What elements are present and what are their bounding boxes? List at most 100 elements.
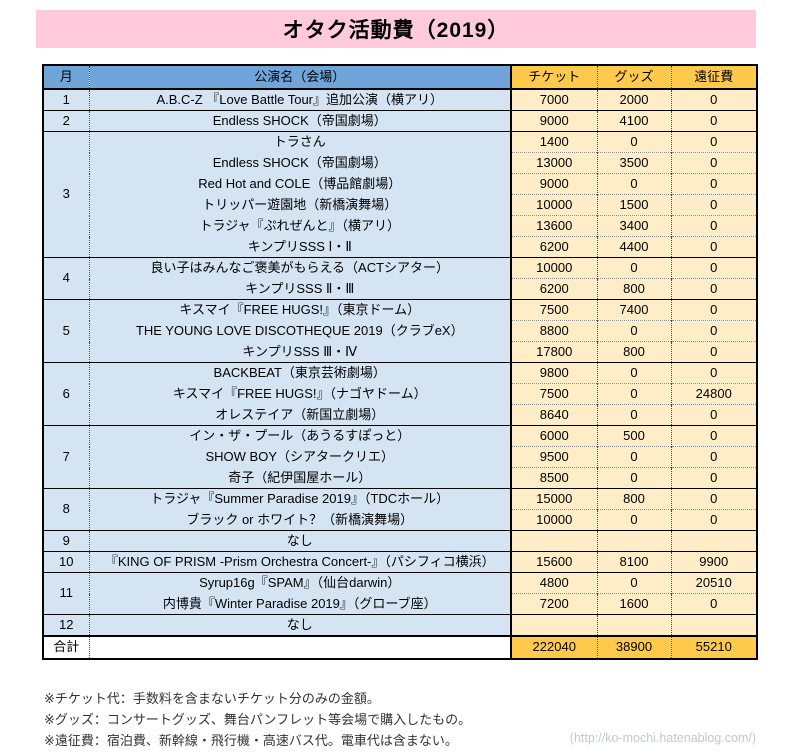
column-header-goods: グッズ [597,65,672,90]
event-name-cell: イン・ザ・プール（あうるすぽっと） [89,425,512,447]
ticket-cell: 9800 [511,362,598,384]
event-name-cell: なし [89,530,512,552]
ticket-cell: 15000 [511,488,598,510]
month-cell: 1 [43,88,90,111]
travel-cell: 0 [671,404,757,426]
page-title: オタク活動費（2019） [282,19,510,42]
travel-cell: 0 [671,278,757,300]
travel-cell: 0 [671,110,757,132]
otaku-expenses-table: 月 公演名（会場） チケット グッズ 遠征費 1 A.B.C-Z 『Love Ba… [42,64,758,660]
goods-cell: 0 [597,257,672,279]
table-row: 内博貴『Winter Paradise 2019』（グローブ座） 7200 1600… [43,593,757,615]
event-name-cell: Red Hot and COLE（博品館劇場） [89,173,512,195]
month-cell: 10 [43,551,90,573]
event-name-cell: トラジャ『Summer Paradise 2019』（TDCホール） [89,488,512,510]
travel-cell: 0 [671,215,757,237]
ticket-cell: 7000 [511,88,598,111]
event-name-cell: Endless SHOCK（帝国劇場） [89,110,512,132]
goods-cell: 0 [597,404,672,426]
travel-cell: 9900 [671,551,757,573]
ticket-cell: 9000 [511,110,598,132]
table-row: Endless SHOCK（帝国劇場） 13000 3500 0 [43,152,757,174]
table-row: Red Hot and COLE（博品館劇場） 9000 0 0 [43,173,757,195]
ticket-cell: 6200 [511,236,598,258]
month-cell: 5 [43,299,90,363]
ticket-cell: 1400 [511,131,598,153]
travel-cell: 0 [671,362,757,384]
goods-cell: 800 [597,278,672,300]
travel-cell: 0 [671,173,757,195]
table-row: 1 A.B.C-Z 『Love Battle Tour』追加公演（横アリ） 7000… [43,88,757,111]
header-row: 月 公演名（会場） チケット グッズ 遠征費 [43,65,757,90]
goods-cell: 4100 [597,110,672,132]
goods-cell: 0 [597,362,672,384]
goods-cell: 0 [597,320,672,342]
goods-cell: 0 [597,572,672,594]
event-name-cell: トリッパー遊園地（新橋演舞場） [89,194,512,216]
travel-cell: 0 [671,152,757,174]
month-cell: 8 [43,488,90,531]
table-row: 6 BACKBEAT（東京芸術劇場） 9800 0 0 [43,362,757,426]
event-name-cell: キンプリSSS Ⅰ・Ⅱ [89,236,512,258]
travel-cell: 0 [671,257,757,279]
goods-cell: 4400 [597,236,672,258]
travel-cell: 0 [671,299,757,321]
ticket-cell: 4800 [511,572,598,594]
goods-cell: 800 [597,341,672,363]
travel-cell: 20510 [671,572,757,594]
total-travel: 55210 [671,635,757,659]
goods-cell: 3500 [597,152,672,174]
goods-cell: 500 [597,425,672,447]
ticket-cell: 10000 [511,257,598,279]
total-ticket: 222040 [511,635,598,659]
table-row: SHOW BOY（シアタークリエ） 9500 0 0 [43,446,757,468]
travel-cell: 0 [671,131,757,153]
event-name-cell: 奇子（紀伊国屋ホール） [89,467,512,489]
event-name-cell: トラジャ『ぷれぜんと』（横アリ） [89,215,512,237]
total-goods: 38900 [597,635,672,659]
table-row: キンプリSSS Ⅲ・Ⅳ 17800 800 0 [43,341,757,363]
ticket-cell: 9500 [511,446,598,468]
goods-cell [597,614,672,636]
footnotes: ※チケット代：手数料を含まないチケット分のみの金額。 ※グッズ：コンサートグッズ… [44,688,471,751]
event-name-cell: キスマイ『FREE HUGS!』（東京ドーム） [89,299,512,321]
column-header-travel: 遠征費 [671,65,757,90]
ticket-cell: 17800 [511,341,598,363]
month-cell: 7 [43,425,90,489]
ticket-cell: 6000 [511,425,598,447]
column-header-ticket: チケット [511,65,598,90]
event-name-cell: オレステイア（新国立劇場） [89,404,512,426]
event-name-cell: なし [89,614,512,636]
ticket-cell [511,530,598,552]
column-header-month: 月 [43,65,90,90]
travel-cell: 0 [671,509,757,531]
event-name-cell: THE YOUNG LOVE DISCOTHEQUE 2019（クラブeX） [89,320,512,342]
ticket-cell: 8640 [511,404,598,426]
month-cell: 11 [43,572,90,615]
event-name-cell: キスマイ『FREE HUGS!』（ナゴヤドーム） [89,383,512,405]
goods-cell: 1600 [597,593,672,615]
month-cell: 12 [43,614,90,636]
table-row: トリッパー遊園地（新橋演舞場） 10000 1500 0 [43,194,757,216]
travel-cell: 0 [671,593,757,615]
event-name-cell: キンプリSSS Ⅲ・Ⅳ [89,341,512,363]
footnote-travel: ※遠征費：宿泊費、新幹線・飛行機・高速バス代。電車代は含まない。 [44,733,458,748]
event-name-cell: ブラック or ホワイト？（新橋演舞場） [89,509,512,531]
footnote-ticket: ※チケット代：手数料を含まないチケット分のみの金額。 [44,691,380,706]
table-row: 2 Endless SHOCK（帝国劇場） 9000 4100 0 [43,110,757,132]
table-row: 7 イン・ザ・プール（あうるすぽっと） 6000 500 0 [43,425,757,489]
ticket-cell [511,614,598,636]
event-name-cell: 内博貴『Winter Paradise 2019』（グローブ座） [89,593,512,615]
travel-cell: 0 [671,488,757,510]
goods-cell: 2000 [597,88,672,111]
goods-cell: 0 [597,509,672,531]
goods-cell: 8100 [597,551,672,573]
event-name-cell: Endless SHOCK（帝国劇場） [89,152,512,174]
ticket-cell: 9000 [511,173,598,195]
goods-cell: 3400 [597,215,672,237]
goods-cell: 1500 [597,194,672,216]
table-row: 9 なし [43,530,757,552]
goods-cell: 0 [597,446,672,468]
table-row: 12 なし [43,614,757,636]
table-row: キスマイ『FREE HUGS!』（ナゴヤドーム） 7500 0 24800 [43,383,757,405]
